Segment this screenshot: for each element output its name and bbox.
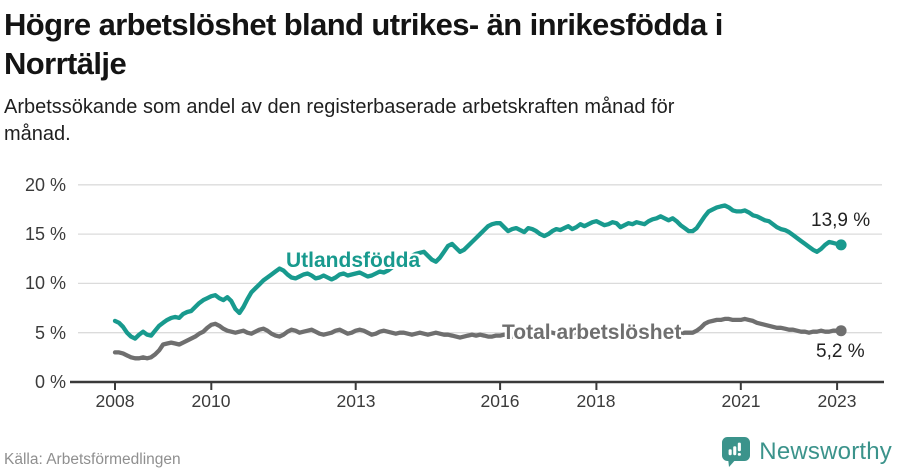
end-value-label-utlandsfodda: 13,9 %	[811, 210, 871, 231]
newsworthy-bubble-icon	[722, 437, 751, 467]
x-axis-tick-label: 2008	[95, 391, 135, 411]
y-axis-tick-label: 20 %	[24, 175, 66, 195]
series-label-utlandsfodda: Utlandsfödda	[286, 249, 421, 272]
source-note: Källa: Arbetsförmedlingen	[4, 451, 181, 468]
y-axis-tick-label: 10 %	[24, 273, 66, 293]
chart-title: Högre arbetslöshet bland utrikes- än inr…	[4, 7, 723, 81]
end-value-label-total: 5,2 %	[816, 341, 865, 362]
x-axis-tick-label: 2010	[191, 391, 231, 411]
x-axis-tick-label: 2018	[576, 391, 616, 411]
newsworthy-logo-link[interactable]: Newsworthy	[721, 436, 892, 468]
series-label-total-arbetsloshet: Total arbetslöshet	[502, 321, 682, 344]
x-axis-tick-label: 2013	[336, 391, 376, 411]
y-axis-tick-label: 5 %	[34, 323, 66, 343]
x-axis-tick-label: 2023	[817, 391, 857, 411]
chart-subtitle: Arbetssökande som andel av den registerb…	[4, 96, 675, 145]
chart-header: Högre arbetslöshet bland utrikes- än inr…	[4, 0, 896, 148]
y-axis-tick-label: 15 %	[24, 224, 66, 244]
newsworthy-wordmark: Newsworthy	[759, 438, 892, 465]
y-axis-tick-label: 0 %	[34, 372, 66, 392]
x-axis-tick-label: 2021	[721, 391, 761, 411]
x-axis-tick-label: 2016	[480, 391, 520, 411]
